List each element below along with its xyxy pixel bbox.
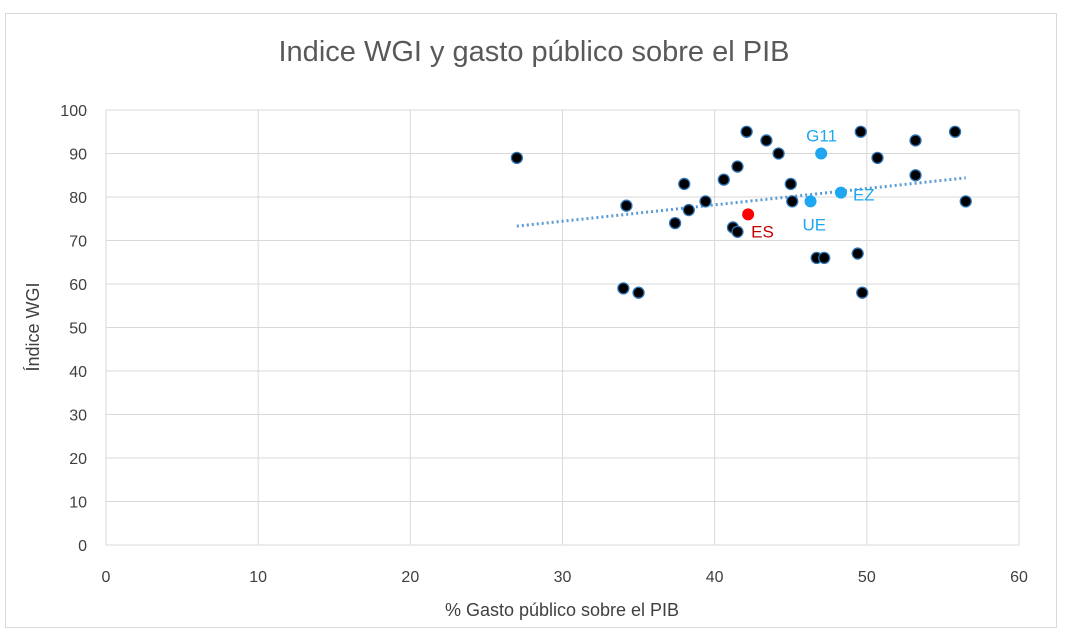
x-tick-label: 30 [554,569,572,586]
y-axis-title: Índice WGI [23,282,43,371]
country-point [731,160,744,173]
y-tick-label: 40 [69,364,87,381]
country-point [851,247,864,260]
country-point [784,177,797,191]
x-axis-title: % Gasto público sobre el PIB [445,600,679,620]
country-point [717,173,730,186]
country-point [948,125,962,138]
y-tick-label: 50 [69,321,87,338]
country-point [871,151,884,165]
x-tick-label: 50 [858,569,876,586]
country-point [632,286,645,299]
gridlines [105,109,1020,546]
ue-point [804,195,817,208]
data-points [510,125,972,299]
country-point [510,151,523,165]
x-tick-label: 0 [102,569,111,586]
country-point [959,195,972,208]
country-point [909,134,922,147]
x-tick-label: 40 [706,569,724,586]
trendline [516,176,966,228]
country-point [678,177,691,191]
y-tick-label: 0 [78,538,87,555]
country-point [699,195,712,208]
point-label-es: ES [751,222,774,241]
point-label-g11: G11 [806,127,837,146]
y-tick-label: 80 [69,190,87,207]
country-point [818,251,831,265]
ez-point [834,186,847,199]
country-point [617,282,630,295]
x-tick-label: 10 [249,569,267,586]
point-labels: G11 EZ UE ES [751,127,875,242]
y-tick-label: 10 [69,495,87,512]
country-point [620,199,633,212]
y-tick-label: 20 [69,451,87,468]
trendline-group [516,176,966,228]
chart-frame [5,13,1057,628]
country-point [856,286,869,299]
chart-title: Indice WGI y gasto público sobre el PIB [278,36,790,68]
y-tick-label: 100 [60,103,87,120]
g11-point [815,147,828,160]
country-point [740,125,753,138]
point-label-ez: EZ [853,186,875,205]
y-tick-label: 30 [69,408,87,425]
country-point [760,134,773,147]
y-tick-label: 90 [69,147,87,164]
es-point [742,208,755,221]
country-point [682,203,695,217]
country-point [909,169,922,182]
country-point [668,216,682,230]
country-point [772,147,785,160]
x-tick-label: 20 [401,569,419,586]
point-label-ue: UE [803,215,827,234]
tick-labels: 0 10 20 30 40 50 60 70 80 90 100 0 10 20 30 40 50 60 [60,103,1028,586]
country-point [854,125,867,138]
country-point [786,195,799,208]
y-tick-label: 60 [69,277,87,294]
x-tick-label: 60 [1010,569,1028,586]
y-tick-label: 70 [69,234,87,251]
country-point [731,225,744,238]
